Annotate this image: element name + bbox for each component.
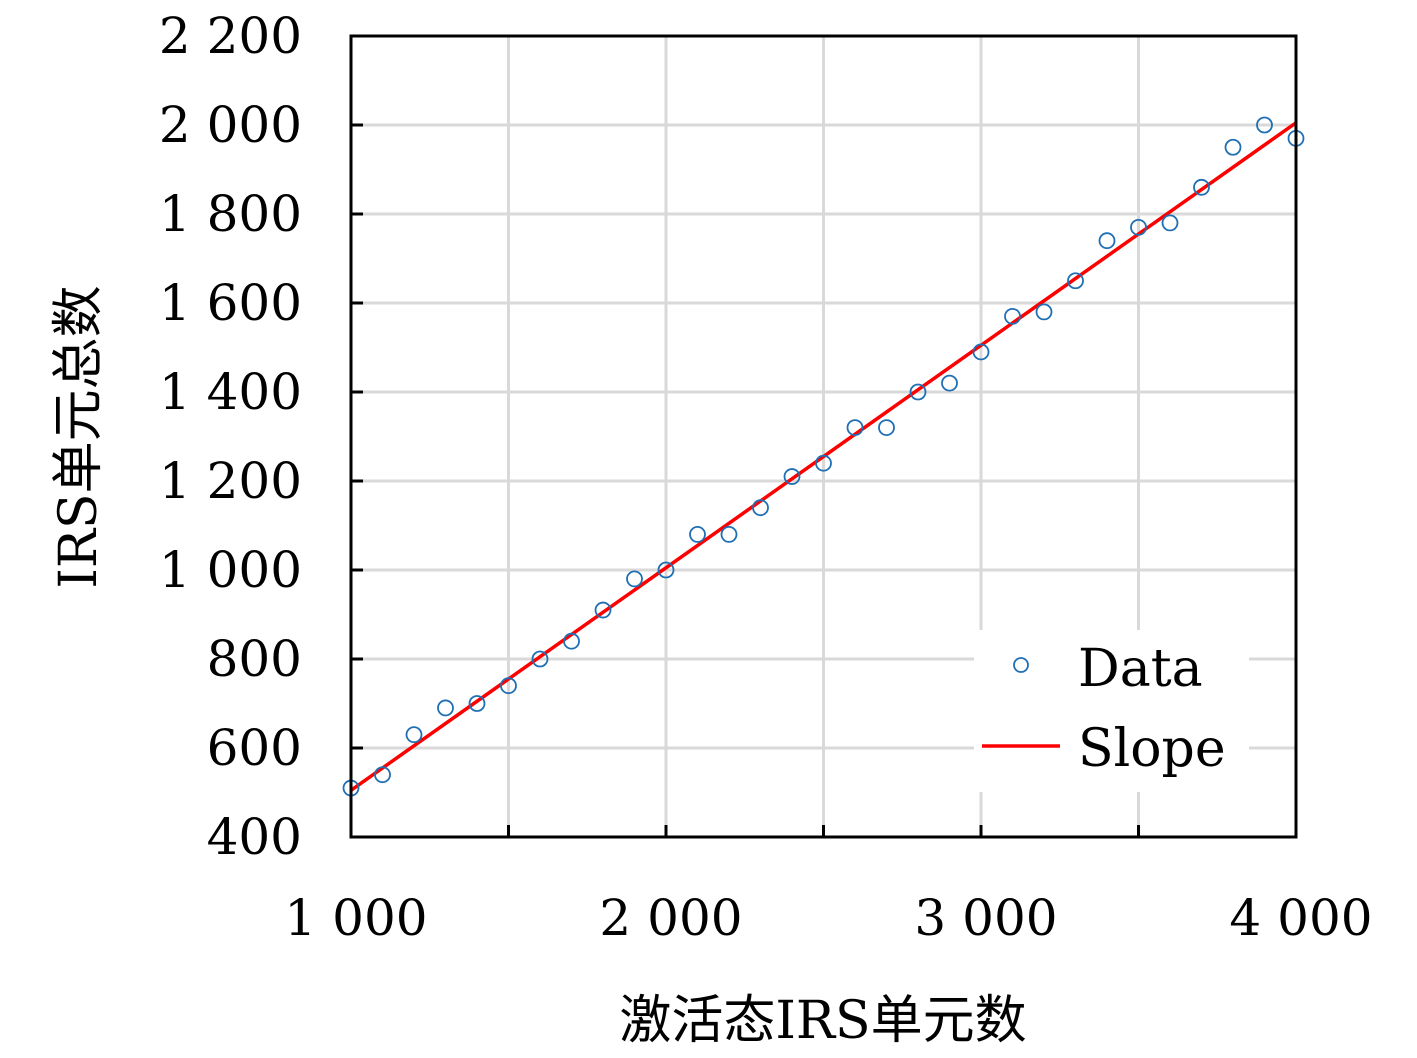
data-point	[815, 454, 832, 472]
y-axis-label: IRS单元总数	[49, 285, 109, 588]
data-point	[657, 561, 675, 579]
y-tick-label: 1 000	[159, 541, 302, 599]
data-point	[941, 374, 958, 392]
data-point	[909, 383, 927, 401]
data-point	[405, 726, 423, 744]
y-tick-label: 1 600	[159, 274, 302, 332]
y-tick-label: 600	[207, 719, 302, 777]
grid	[351, 36, 1296, 837]
data-point	[972, 343, 990, 361]
data-point	[689, 526, 706, 543]
x-tick-label: 2 000	[599, 889, 742, 947]
data-point	[1161, 214, 1179, 232]
data-point	[437, 699, 454, 717]
y-tick-label: 400	[207, 808, 302, 866]
ticks: 400 600 800 1 000 1 200 1 400 1 600 1 800 2 000 2…	[159, 7, 1373, 947]
y-tick-label: 1 800	[159, 185, 302, 243]
data-point	[878, 419, 895, 437]
legend-background	[974, 630, 1249, 792]
data-point	[783, 468, 801, 485]
data-point	[1130, 218, 1147, 236]
data-point	[563, 632, 580, 650]
data-point	[752, 499, 769, 517]
y-tick-label: 1 400	[159, 363, 302, 421]
data-point	[1098, 232, 1116, 250]
data-point	[594, 601, 612, 619]
data-point	[1035, 303, 1053, 321]
data-point	[531, 650, 549, 668]
data-point	[626, 570, 643, 588]
y-tick-label: 2 000	[159, 96, 302, 154]
x-tick-label: 1 000	[284, 889, 427, 947]
data-point	[1193, 178, 1210, 196]
data-point	[1224, 138, 1242, 156]
data-point	[500, 677, 517, 695]
data-point	[846, 419, 864, 437]
legend-data-label: Data	[1078, 639, 1203, 699]
data-point	[468, 695, 486, 712]
plot-marks	[342, 116, 1305, 797]
legend-data-marker	[1013, 657, 1029, 673]
data-point	[1067, 272, 1084, 290]
x-axis-label: 激活态IRS单元数	[619, 991, 1026, 1051]
data-point	[374, 766, 391, 784]
legend-slope-label: Slope	[1078, 719, 1226, 779]
data-point	[1004, 307, 1021, 325]
x-tick-label: 4 000	[1229, 889, 1372, 947]
y-tick-label: 2 200	[159, 7, 302, 65]
data-point	[720, 526, 738, 543]
y-tick-label: 800	[207, 630, 302, 688]
x-tick-label: 3 000	[914, 889, 1057, 947]
y-tick-label: 1 200	[159, 452, 302, 510]
data-point	[1256, 116, 1273, 134]
legend: Data Slope	[974, 630, 1249, 792]
